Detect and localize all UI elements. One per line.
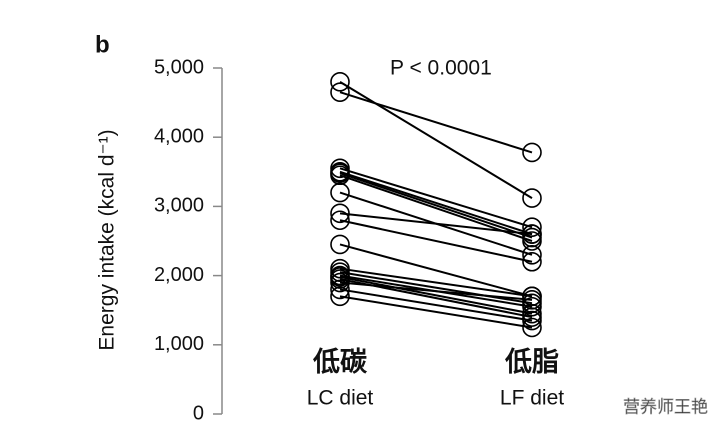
pair-line: [339, 91, 533, 154]
point: [522, 290, 542, 310]
point: [522, 231, 542, 251]
y-tick-label: 0: [193, 402, 204, 424]
point: [330, 82, 350, 103]
point: [330, 279, 350, 300]
pair-line: [339, 167, 533, 229]
pair-line: [339, 271, 533, 305]
watermark: 营养师王艳: [623, 397, 708, 416]
y-axis-label: Energy intake (kcal d⁻¹): [96, 129, 119, 350]
pair-line: [339, 219, 533, 263]
pair-line: [339, 172, 533, 239]
point: [330, 286, 350, 307]
point: [522, 296, 542, 317]
pair-line: [339, 243, 533, 298]
x-tick-label: LF diet: [500, 387, 564, 410]
point: [522, 245, 542, 265]
y-tick-label: 4,000: [154, 125, 204, 147]
y-tick-label: 3,000: [154, 195, 204, 217]
y-tick-label: 1,000: [154, 333, 204, 355]
point: [522, 317, 542, 338]
y-tick-label: 5,000: [154, 56, 204, 78]
pair-line: [339, 281, 533, 301]
point: [330, 203, 350, 224]
pair-line: [339, 276, 533, 315]
point: [330, 72, 350, 92]
y-tick-label: 2,000: [154, 264, 204, 286]
point: [522, 188, 542, 208]
point: [330, 234, 350, 255]
category-note: 低脂: [504, 347, 559, 377]
point: [330, 182, 350, 203]
pair-line: [339, 288, 533, 322]
point: [330, 210, 350, 231]
point: [522, 142, 542, 163]
pair-line: [339, 267, 533, 298]
point: [522, 217, 542, 237]
point: [330, 272, 350, 293]
pair-line: [339, 212, 533, 236]
pair-line: [339, 295, 533, 329]
point: [522, 310, 542, 331]
point: [522, 224, 542, 244]
x-tick-label: LC diet: [307, 387, 374, 410]
pair-line: [339, 170, 533, 236]
panel-label: b: [95, 31, 110, 58]
point: [522, 251, 542, 272]
annotation: P < 0.0001: [390, 57, 492, 80]
category-note: 低碳: [312, 347, 368, 377]
